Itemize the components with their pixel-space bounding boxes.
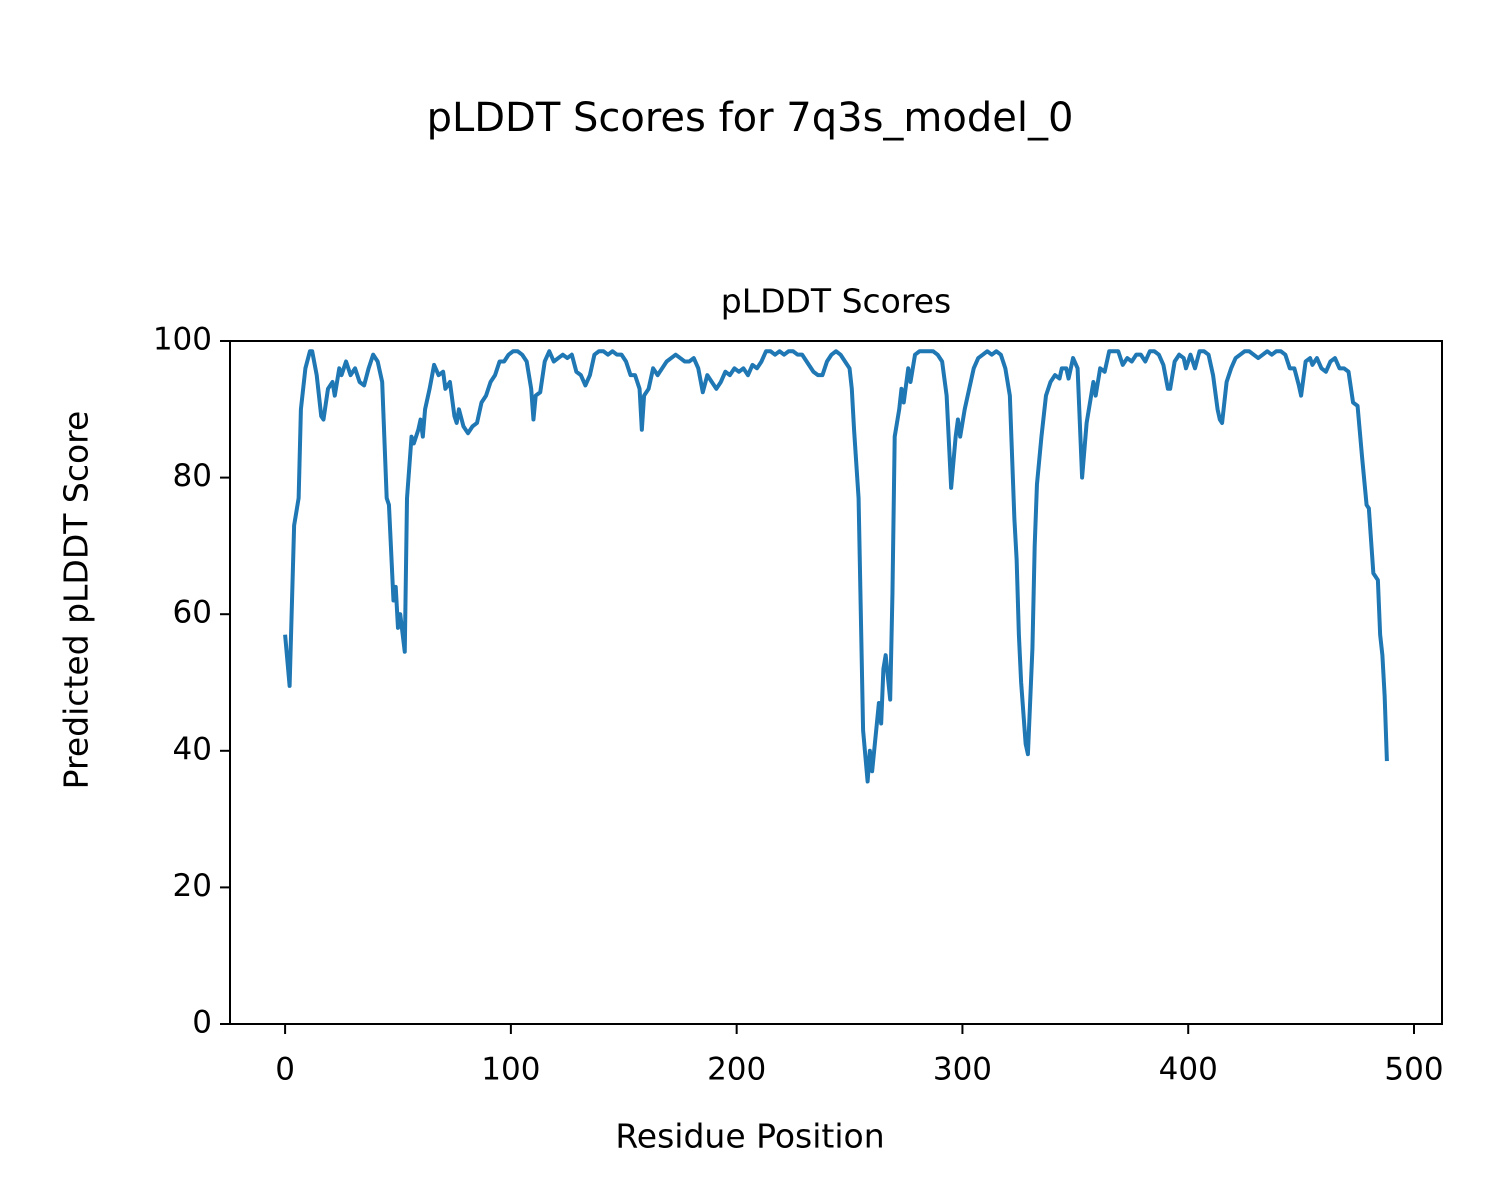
x-tick-label: 400 [1159, 1052, 1218, 1088]
x-tick-label: 200 [707, 1052, 766, 1088]
chart-suptitle: pLDDT Scores for 7q3s_model_0 [427, 95, 1074, 141]
y-axis-label: Predicted pLDDT Score [57, 411, 96, 790]
x-axis-label: Residue Position [615, 1117, 884, 1156]
chart-title: pLDDT Scores [721, 282, 951, 321]
y-tick-label: 60 [173, 595, 212, 631]
score-line [283, 349, 1389, 784]
y-tick-label: 100 [153, 322, 212, 358]
x-tick-label: 300 [933, 1052, 992, 1088]
x-tick-label: 100 [481, 1052, 540, 1088]
y-tick-label: 0 [192, 1005, 212, 1041]
x-tick-label: 500 [1384, 1052, 1443, 1088]
x-tick-label: 0 [275, 1052, 295, 1088]
plot-frame [229, 340, 1443, 1025]
y-tick-label: 80 [173, 458, 212, 494]
y-tick-label: 20 [173, 868, 212, 904]
y-tick-label: 40 [173, 731, 212, 767]
